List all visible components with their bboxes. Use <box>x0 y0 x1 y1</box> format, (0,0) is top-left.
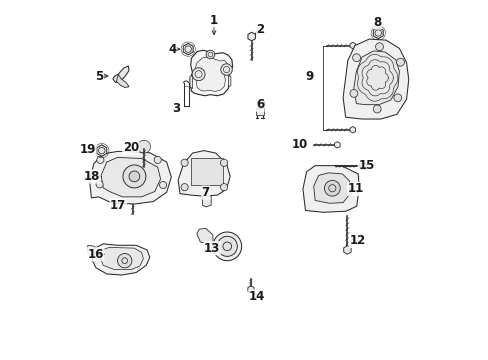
Text: 6: 6 <box>255 98 264 111</box>
Text: 14: 14 <box>248 290 264 303</box>
Polygon shape <box>195 57 227 91</box>
Circle shape <box>159 181 166 189</box>
Polygon shape <box>190 76 192 89</box>
Text: 4: 4 <box>168 42 177 55</box>
Polygon shape <box>97 145 106 156</box>
Circle shape <box>375 43 383 51</box>
Polygon shape <box>303 166 359 212</box>
Circle shape <box>96 181 103 188</box>
Circle shape <box>221 64 232 75</box>
Polygon shape <box>178 150 230 196</box>
Polygon shape <box>196 228 212 243</box>
Polygon shape <box>129 194 136 202</box>
Circle shape <box>212 232 241 261</box>
Polygon shape <box>88 245 95 257</box>
Text: 15: 15 <box>358 159 374 172</box>
Text: 13: 13 <box>203 242 220 255</box>
Text: 12: 12 <box>348 234 365 247</box>
Polygon shape <box>359 162 366 170</box>
Circle shape <box>349 89 357 97</box>
Circle shape <box>129 171 140 182</box>
Polygon shape <box>353 51 399 105</box>
Circle shape <box>192 68 204 81</box>
Polygon shape <box>202 196 211 207</box>
Circle shape <box>181 184 188 191</box>
Text: 16: 16 <box>87 248 103 261</box>
Polygon shape <box>183 43 193 55</box>
Polygon shape <box>343 246 350 254</box>
Circle shape <box>97 156 104 163</box>
Polygon shape <box>101 157 160 197</box>
Text: 5: 5 <box>95 69 103 82</box>
Circle shape <box>324 180 340 196</box>
Circle shape <box>154 156 161 163</box>
Circle shape <box>117 253 132 268</box>
Polygon shape <box>247 32 255 41</box>
Text: 20: 20 <box>122 141 139 154</box>
Circle shape <box>220 159 227 166</box>
Polygon shape <box>228 76 230 87</box>
Text: 11: 11 <box>347 183 363 195</box>
Circle shape <box>220 184 227 191</box>
Polygon shape <box>334 141 340 148</box>
Polygon shape <box>247 286 254 293</box>
Polygon shape <box>113 66 129 82</box>
Polygon shape <box>190 50 232 96</box>
Text: 2: 2 <box>256 23 264 36</box>
Text: 19: 19 <box>80 143 96 156</box>
Polygon shape <box>313 173 349 203</box>
Text: 3: 3 <box>172 102 180 115</box>
Text: 10: 10 <box>291 138 307 150</box>
Polygon shape <box>349 42 355 49</box>
Circle shape <box>393 94 401 102</box>
Text: 7: 7 <box>201 186 209 199</box>
Circle shape <box>372 105 380 113</box>
Text: 9: 9 <box>305 69 312 82</box>
Polygon shape <box>89 151 171 204</box>
Polygon shape <box>92 244 149 275</box>
Circle shape <box>217 236 237 256</box>
Circle shape <box>137 140 150 153</box>
Polygon shape <box>349 127 355 133</box>
Polygon shape <box>140 140 148 150</box>
Circle shape <box>181 159 188 166</box>
Text: 8: 8 <box>372 16 381 29</box>
Circle shape <box>122 165 145 188</box>
Circle shape <box>206 50 214 59</box>
Polygon shape <box>343 39 408 119</box>
Polygon shape <box>100 247 143 270</box>
Polygon shape <box>372 27 383 39</box>
Text: 18: 18 <box>84 170 100 183</box>
Polygon shape <box>116 74 129 87</box>
Text: 1: 1 <box>209 14 218 27</box>
Circle shape <box>396 58 404 66</box>
Bar <box>255 108 264 115</box>
Text: 17: 17 <box>110 199 126 212</box>
Bar <box>190 158 223 185</box>
Circle shape <box>352 54 360 62</box>
